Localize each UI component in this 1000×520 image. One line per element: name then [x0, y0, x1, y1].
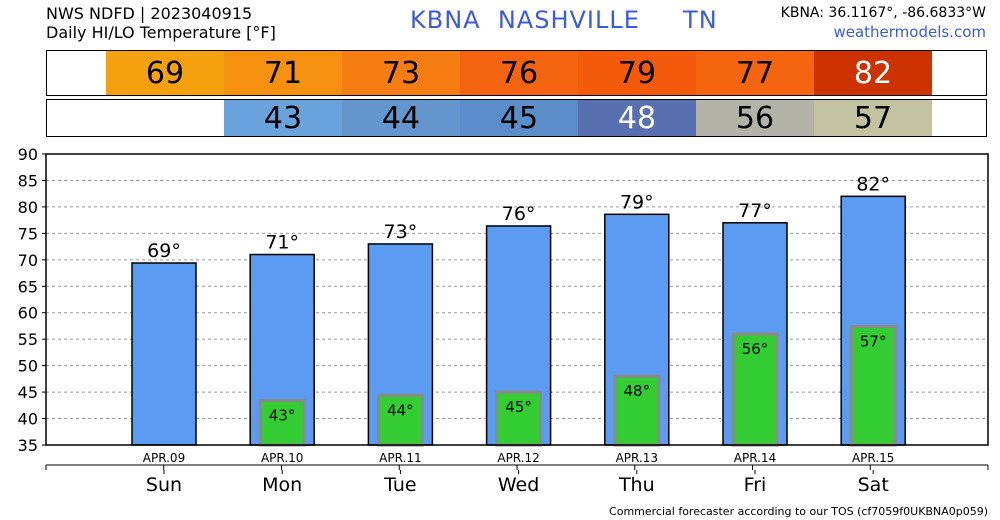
y-tick-label: 60: [18, 304, 38, 323]
y-tick-label: 85: [18, 171, 38, 190]
hi-bar-label: 73°: [384, 221, 418, 243]
y-tick-label: 45: [18, 383, 38, 402]
x-tick-label: Sun: [146, 474, 182, 496]
station-title: KBNA NASHVILLE TN: [410, 6, 718, 34]
y-tick-label: 40: [18, 410, 38, 429]
hi-bar: [131, 262, 197, 446]
x-tick-label: Sat: [858, 474, 889, 496]
date-label: APR.10: [261, 451, 303, 465]
product-title: NWS NDFD | 2023040915: [46, 4, 253, 23]
y-tick-label: 75: [18, 224, 38, 243]
lo-temp-strip: 43 44 45 48 56 57: [46, 99, 987, 137]
lo-cell: 57: [814, 100, 932, 136]
y-tick-label: 55: [18, 330, 38, 349]
date-label: APR.13: [616, 451, 658, 465]
hi-cell: 82: [814, 51, 932, 95]
hi-cell: 77: [696, 51, 814, 95]
lo-bar-label: 43°: [269, 407, 296, 425]
plot-frame: [45, 153, 989, 446]
hi-bar-label: 79°: [620, 191, 654, 213]
y-tick-label: 50: [18, 357, 38, 376]
header-right: KBNA: 36.1167°, -86.6833°W weathermodels…: [781, 4, 986, 42]
x-tick-label: Fri: [744, 474, 767, 496]
y-tick-label: 65: [18, 277, 38, 296]
y-tick-label: 90: [18, 145, 38, 164]
x-tick-label: Thu: [618, 474, 655, 496]
lo-bar: [849, 324, 897, 447]
lo-cell: 44: [342, 100, 460, 136]
date-label: APR.09: [143, 451, 185, 465]
date-label: APR.14: [734, 451, 776, 465]
station-coords: KBNA: 36.1167°, -86.6833°W: [780, 5, 986, 21]
hi-bar-label: 69°: [147, 240, 181, 262]
hi-temp-strip: 69 71 73 76 79 77 82: [46, 50, 987, 96]
lo-bar: [613, 374, 661, 447]
lo-cell: 48: [578, 100, 696, 136]
product-subtitle: Daily HI/LO Temperature [°F]: [46, 23, 276, 42]
hi-bar-label: 71°: [265, 232, 299, 254]
x-tick-label: Wed: [498, 474, 539, 496]
lo-bar-label: 56°: [742, 340, 769, 358]
y-tick-label: 80: [18, 198, 38, 217]
lo-bar-label: 44°: [387, 401, 414, 419]
hi-cell: 69: [106, 51, 224, 95]
hi-cell: 79: [578, 51, 696, 95]
hi-bar-label: 77°: [738, 200, 772, 222]
y-tick-label: 70: [18, 251, 38, 270]
lo-bar-label: 48°: [624, 382, 651, 400]
x-tick-label: Mon: [262, 474, 302, 496]
lo-bar: [495, 390, 543, 447]
lo-cell: 43: [224, 100, 342, 136]
hi-cell: 71: [224, 51, 342, 95]
x-tick-label: Tue: [383, 474, 416, 496]
header-left: NWS NDFD | 2023040915 Daily HI/LO Temper…: [46, 4, 276, 42]
date-label: APR.12: [497, 451, 539, 465]
hi-cell: 73: [342, 51, 460, 95]
lo-cell: 45: [460, 100, 578, 136]
lo-cell: 56: [696, 100, 814, 136]
site-link[interactable]: weathermodels.com: [833, 23, 986, 41]
lo-bar-label: 45°: [505, 398, 532, 416]
hi-cell: 76: [460, 51, 578, 95]
hi-bar-label: 76°: [502, 203, 536, 225]
hi-bar-label: 82°: [856, 173, 890, 195]
date-label: APR.15: [852, 451, 894, 465]
lo-bar-label: 57°: [860, 332, 887, 350]
y-tick-label: 35: [18, 436, 38, 455]
footer-note: Commercial forecaster according to our T…: [609, 505, 988, 518]
lo-cell: [106, 100, 224, 136]
date-label: APR.11: [379, 451, 421, 465]
